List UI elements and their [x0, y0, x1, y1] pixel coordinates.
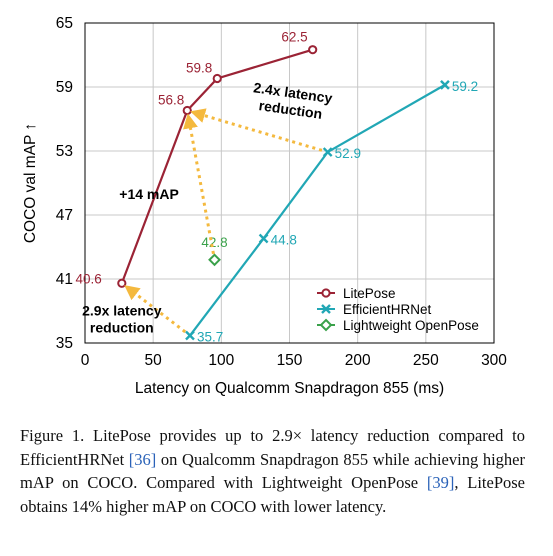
y-tick-label: 41: [56, 271, 73, 288]
x-tick-label: 100: [208, 352, 234, 369]
data-label: 35.7: [197, 330, 223, 345]
annotations: 2.4x latencyreduction +14 mAP 2.9x latency…: [82, 79, 333, 335]
annotation-label-line: +14 mAP: [119, 186, 179, 202]
y-tick-label: 59: [56, 79, 73, 96]
grid-lines: [85, 23, 494, 343]
x-tick-label: 50: [145, 352, 163, 369]
y-tick-label: 65: [56, 15, 73, 32]
series-lightweight-openpose: 42.8: [201, 235, 228, 267]
annotation-label: 2.4x latencyreduction: [250, 79, 333, 123]
x-tick-label: 0: [81, 352, 90, 369]
annotation-arrow: [190, 108, 323, 152]
circle-marker: [182, 105, 192, 116]
legend-item: Lightweight OpenPose: [317, 318, 479, 333]
latency-vs-map-chart: 0 50 100 150 200 250 300 35 41 47 53 59 65 40.6 56.8 5…: [22, 15, 508, 397]
data-series: 40.6 56.8 59.8 62.5 35.7 44.8 52.9 59.2 42.8: [76, 30, 479, 345]
diamond-marker: [208, 253, 221, 267]
legend-label: EfficientHRNet: [343, 302, 432, 317]
x-marker-stroke: [440, 80, 450, 90]
data-label: 56.8: [158, 92, 184, 107]
data-label: 59.8: [186, 60, 212, 75]
circle-marker: [212, 73, 222, 84]
annotation-arrow: [124, 285, 187, 334]
annotation-label: 2.9x latency reduction: [82, 302, 162, 335]
circle-marker: [321, 288, 331, 298]
series-efficienthrnet: 35.7 44.8 52.9 59.2: [185, 79, 478, 345]
citation-link-36[interactable]: [36]: [128, 449, 157, 469]
x-marker-stroke: [185, 330, 195, 341]
diamond-marker: [319, 318, 333, 332]
x-tick-label: 200: [345, 352, 371, 369]
x-tick-label: 300: [481, 352, 507, 369]
x-tick-label: 250: [413, 352, 439, 369]
citation-link-39[interactable]: [39]: [426, 473, 455, 492]
legend-label: Lightweight OpenPose: [343, 318, 479, 333]
legend-label: LitePose: [343, 286, 396, 301]
circle-marker: [117, 278, 127, 288]
y-tick-label: 53: [56, 143, 73, 160]
legend-item: LitePose: [317, 286, 396, 301]
series-line: [189, 83, 446, 337]
data-label: 40.6: [76, 271, 102, 286]
caption-text-1: Figure 1. LitePose provides up to 2.9× l…: [20, 426, 525, 469]
plot-frame: [84, 22, 495, 344]
y-tick-label: 35: [56, 335, 73, 352]
data-label: 62.5: [281, 30, 307, 45]
x-marker-stroke: [322, 147, 333, 157]
tick-labels: 0 50 100 150 200 250 300 35 41 47 53 59 65: [56, 15, 508, 369]
annotation-label: +14 mAP: [119, 186, 179, 202]
legend-item: EfficientHRNet: [317, 302, 432, 317]
data-label: 59.2: [452, 79, 478, 94]
circle-marker: [308, 45, 318, 55]
caption-text-3: , LitePose obtains 14% higher mAP on COC…: [20, 473, 525, 516]
data-label: 44.8: [271, 232, 297, 247]
y-axis-label: COCO val mAP ↑: [22, 123, 39, 243]
data-label: 42.8: [201, 235, 227, 250]
annotation-label-line: 2.9x latency: [82, 302, 162, 318]
x-tick-label: 150: [277, 352, 303, 369]
annotation-arrow: [183, 113, 215, 255]
series-line: [120, 48, 313, 284]
x-axis-label: Latency on Qualcomm Snapdragon 855 (ms): [135, 380, 444, 397]
data-label: 52.9: [335, 146, 361, 161]
series-litepose: 40.6 56.8 59.8 62.5: [76, 30, 318, 288]
x-marker-stroke: [258, 233, 269, 244]
y-tick-label: 47: [56, 207, 73, 224]
figure-caption: Figure 1. LitePose provides up to 2.9× l…: [20, 424, 525, 518]
annotation-label-line: reduction: [90, 319, 154, 335]
caption-text-2: on Qualcomm Snapdragon 855 while achievi…: [20, 449, 525, 493]
x-marker-stroke: [321, 304, 331, 314]
